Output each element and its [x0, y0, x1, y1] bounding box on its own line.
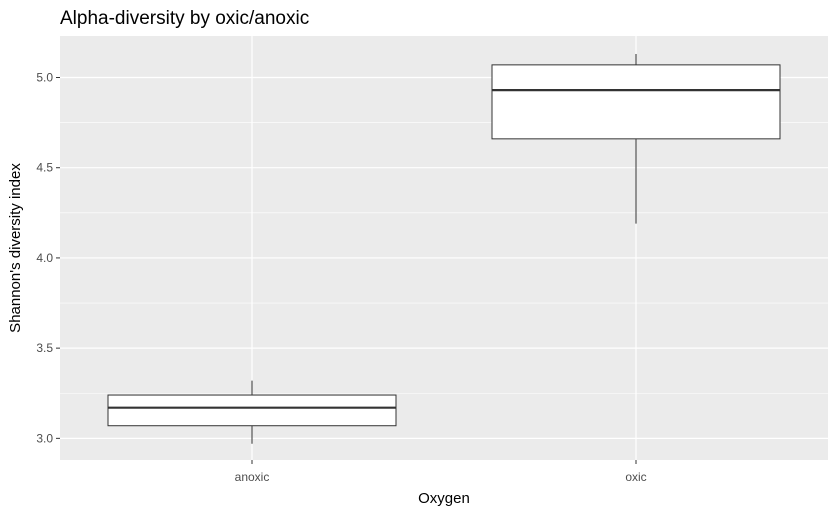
- y-tick-label: 3.5: [36, 341, 53, 355]
- iqr-box: [491, 64, 781, 140]
- y-tick-label: 4.5: [36, 161, 53, 175]
- y-axis-title: Shannon's diversity index: [7, 163, 24, 333]
- iqr-box: [107, 394, 397, 427]
- x-tick-label: oxic: [625, 470, 646, 484]
- y-tick-label: 3.0: [36, 431, 53, 445]
- x-axis-title: Oxygen: [418, 490, 470, 507]
- y-tick-label: 4.0: [36, 251, 53, 265]
- box-anoxic: [107, 380, 397, 444]
- y-tick-label: 5.0: [36, 70, 53, 84]
- x-axis: anoxic oxic: [235, 460, 647, 484]
- chart-title: Alpha-diversity by oxic/anoxic: [60, 8, 309, 29]
- y-axis: 3.0 3.5 4.0 4.5 5.0: [36, 70, 60, 445]
- box-series: [107, 54, 781, 444]
- box-oxic: [491, 54, 781, 224]
- x-tick-label: anoxic: [235, 470, 270, 484]
